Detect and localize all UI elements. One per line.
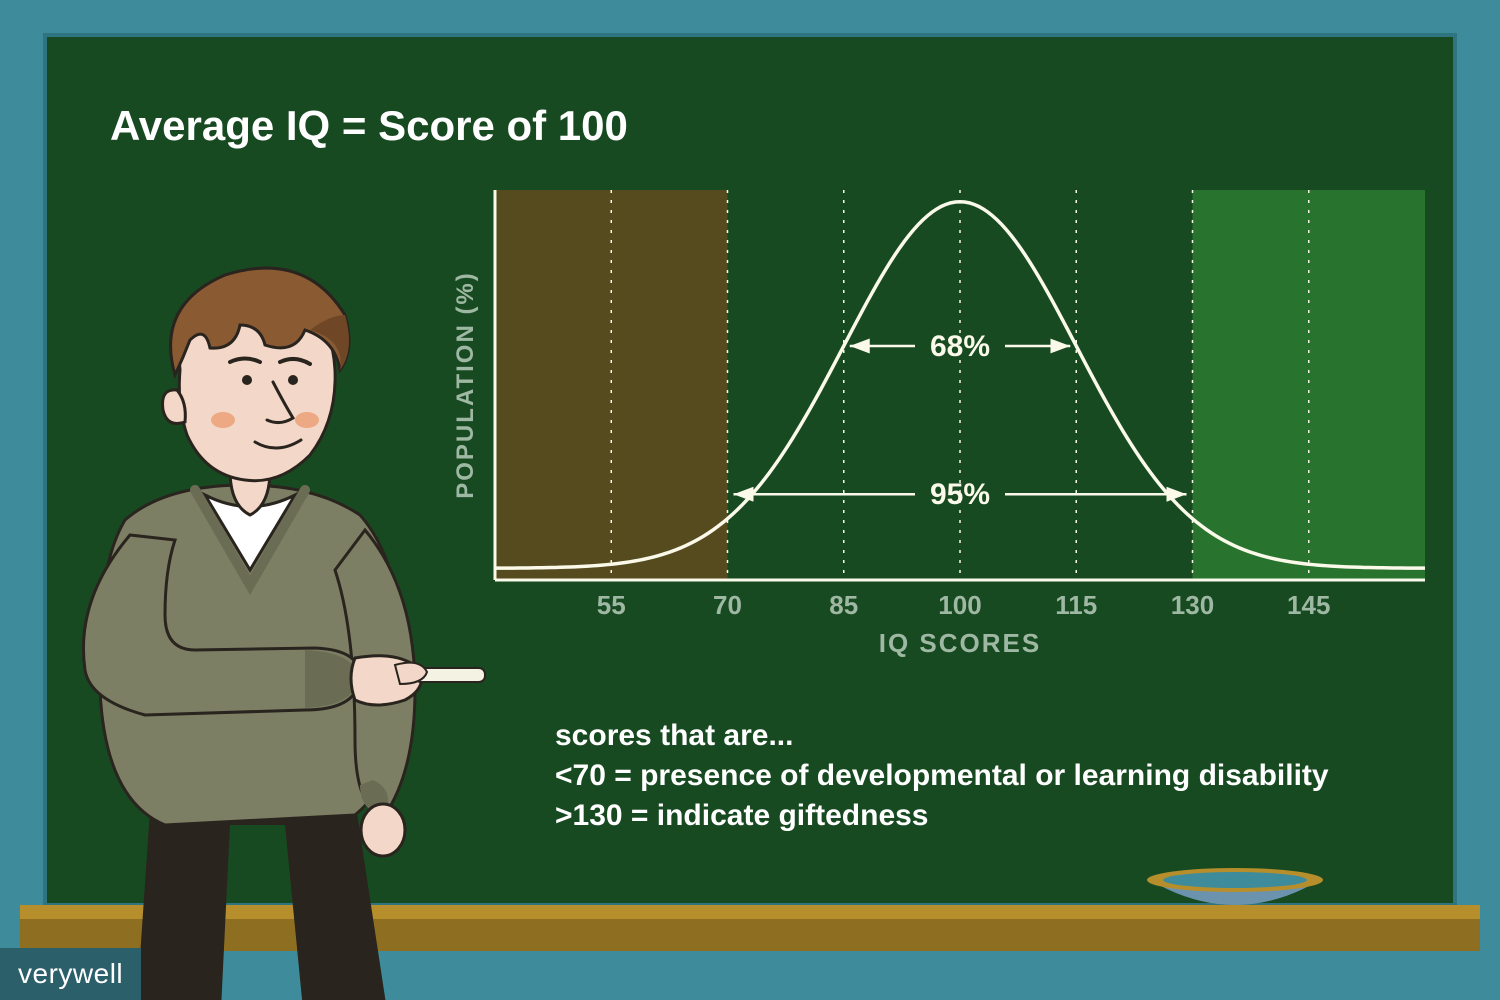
band-68-label: 68% [930,330,990,363]
x-tick-label: 100 [938,590,981,620]
x-tick-label: 70 [713,590,742,620]
board-ledge-front [20,919,1480,951]
teacher-eye [242,375,252,385]
teacher-ear [163,390,186,424]
y-axis-label: POPULATION (%) [452,271,479,499]
caption-line: >130 = indicate giftedness [555,799,929,832]
caption-line: scores that are... [555,719,793,752]
chart-title: Average IQ = Score of 100 [110,102,628,149]
board-ledge-top [20,905,1480,919]
x-tick-label: 130 [1171,590,1214,620]
brand-logo: verywell [0,948,141,1000]
x-tick-label: 145 [1287,590,1330,620]
infographic-stage: Average IQ = Score of 100 55 70 85 100 115 130… [0,0,1500,1000]
x-axis-label: IQ SCORES [879,628,1041,658]
band-95-label: 95% [930,478,990,511]
caption-line: <70 = presence of developmental or learn… [555,759,1329,792]
brand-logo-text: verywell [18,958,123,989]
x-tick-label: 55 [597,590,626,620]
x-tick-label: 115 [1055,590,1097,620]
scene-svg: Average IQ = Score of 100 55 70 85 100 115 130… [0,0,1500,1000]
teacher-hand-left [361,804,405,856]
teacher-eye [288,375,298,385]
x-tick-label: 85 [829,590,858,620]
